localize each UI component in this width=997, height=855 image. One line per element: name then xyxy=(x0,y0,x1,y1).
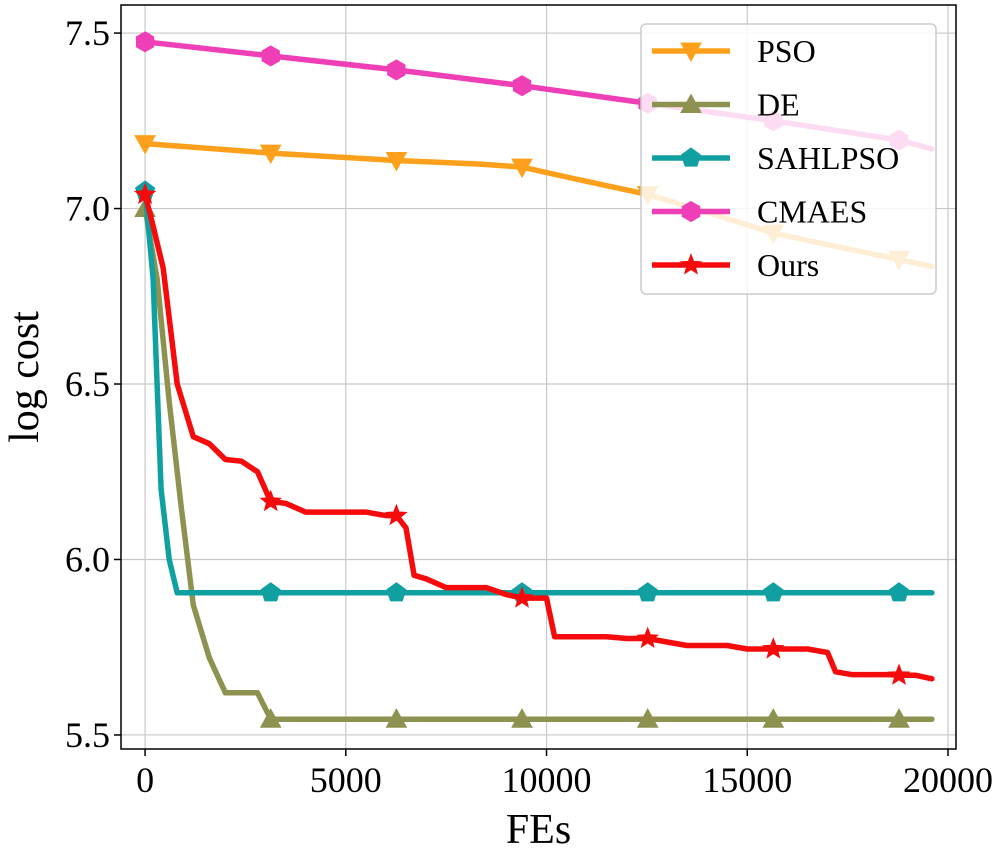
data-point-cmaes xyxy=(135,31,155,53)
data-point-ours xyxy=(636,626,660,649)
legend-label-ours: Ours xyxy=(757,247,819,283)
data-point-pso xyxy=(511,158,533,179)
data-point-pso xyxy=(259,144,282,165)
legend-marker-de xyxy=(680,93,702,113)
legend-marker-pso xyxy=(680,42,702,63)
legend-label-de: DE xyxy=(757,87,800,123)
plot-area-frame xyxy=(120,4,957,750)
data-point-cmaes xyxy=(387,59,406,81)
data-point-ours xyxy=(385,503,408,526)
x-tick-label: 10000 xyxy=(502,760,592,800)
data-point-ours xyxy=(887,663,911,685)
series-ours xyxy=(133,182,935,685)
data-point-sahlpso xyxy=(637,582,658,602)
data-point-de xyxy=(511,708,533,728)
x-tick-label: 0 xyxy=(136,760,154,800)
legend-marker-sahlpso xyxy=(680,147,702,167)
data-point-pso xyxy=(134,135,156,155)
y-tick-label: 5.5 xyxy=(65,715,110,755)
x-tick-label: 20000 xyxy=(903,760,993,800)
data-point-sahlpso xyxy=(386,582,407,602)
legend-box xyxy=(640,23,937,295)
y-tick-label: 7.5 xyxy=(65,13,110,53)
data-point-ours xyxy=(510,586,534,608)
data-point-ours xyxy=(259,489,283,512)
series-line-de xyxy=(142,205,935,722)
data-point-ours xyxy=(133,182,157,205)
legend-label-sahlpso: SAHLPSO xyxy=(757,140,899,176)
data-point-sahlpso xyxy=(763,582,784,602)
legend-marker-cmaes xyxy=(681,200,701,223)
y-tick-label: 6.0 xyxy=(65,539,110,579)
y-axis-label: log cost xyxy=(2,311,48,443)
data-point-de xyxy=(385,708,408,728)
x-axis-label: FEs xyxy=(506,807,571,853)
y-tick-label: 6.5 xyxy=(65,364,110,404)
x-tick-label: 15000 xyxy=(702,760,792,800)
data-point-pso xyxy=(385,152,408,172)
series-line-sahlpso xyxy=(142,188,935,596)
data-point-de xyxy=(636,708,659,728)
data-point-cmaes xyxy=(261,45,280,67)
data-point-sahlpso xyxy=(888,582,910,602)
data-point-de xyxy=(259,708,282,728)
legend: PSO DE SAHLPSO CMAES Ours xyxy=(640,23,937,295)
x-tick-label: 5000 xyxy=(310,760,382,800)
axis-ticks: 0 5000 10000 15000 20000 5.5 6.0 6.5 7.0 7.5 xyxy=(65,13,993,800)
legend-marker-ours xyxy=(679,253,703,275)
legend-label-cmaes: CMAES xyxy=(757,194,867,230)
legend-label-pso: PSO xyxy=(757,33,816,69)
data-point-ours xyxy=(762,637,785,659)
data-point-de xyxy=(888,708,910,728)
y-tick-label: 7.0 xyxy=(65,189,110,229)
data-point-de xyxy=(762,708,785,728)
data-point-cmaes xyxy=(512,75,532,97)
data-point-sahlpso xyxy=(260,582,281,602)
